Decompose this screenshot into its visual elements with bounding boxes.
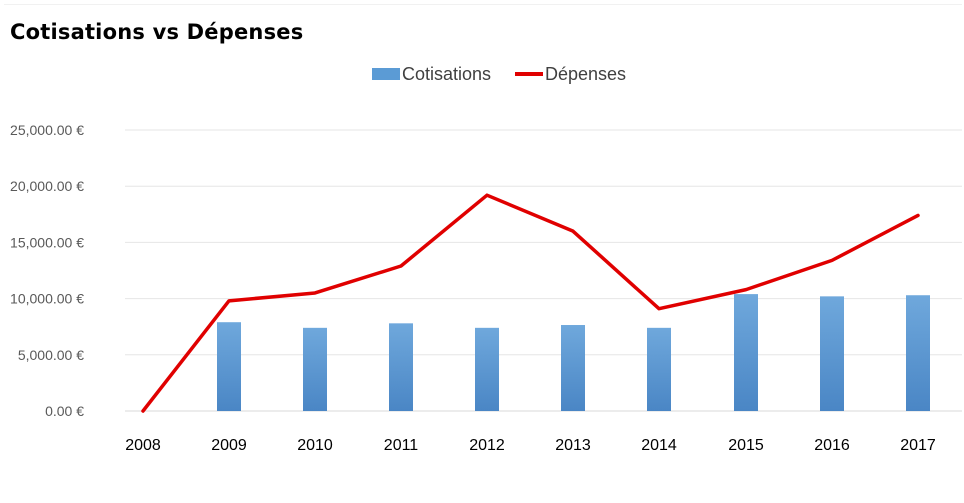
x-tick-label: 2012 [469, 437, 505, 454]
x-tick-label: 2014 [641, 437, 677, 454]
x-tick-label: 2011 [384, 437, 419, 454]
line-series-depenses [141, 193, 920, 413]
legend-item-depenses: Dépenses [515, 62, 626, 86]
chart-title: Cotisations vs Dépenses [10, 20, 304, 44]
bar-cotisations-2017 [906, 295, 930, 411]
x-tick-label: 2008 [125, 437, 161, 454]
y-tick-label: 15,000.00 € [10, 234, 84, 250]
y-tick-label: 10,000.00 € [10, 291, 84, 307]
legend-swatch-depenses [515, 72, 543, 76]
gridlines [125, 129, 962, 412]
bar-cotisations-2011 [389, 323, 413, 411]
x-tick-label: 2010 [297, 437, 333, 454]
x-tick-label: 2013 [555, 437, 591, 454]
bar-cotisations-2016 [820, 296, 844, 411]
x-axis-ticks: 2008 2009 2010 2011 2012 2013 2014 2015 2016 2017 [125, 437, 936, 454]
bar-series-cotisations [217, 294, 930, 411]
legend-swatch-cotisations [372, 68, 400, 80]
y-tick-label: 0.00 € [45, 403, 84, 419]
legend-label-cotisations: Cotisations [402, 63, 492, 84]
y-tick-label: 20,000.00 € [10, 178, 84, 194]
chart-frame [4, 4, 962, 500]
y-tick-label: 5,000.00 € [18, 347, 84, 363]
legend-label-depenses: Dépenses [545, 63, 627, 84]
bar-cotisations-2010 [303, 327, 327, 411]
x-tick-label: 2016 [814, 437, 850, 454]
legend: Cotisations Dépenses [0, 62, 964, 86]
x-tick-label: 2017 [900, 437, 936, 454]
bar-cotisations-2012 [475, 327, 499, 411]
bar-cotisations-2014 [647, 327, 671, 411]
x-tick-label: 2009 [211, 437, 247, 454]
y-axis-ticks: 0.00 € 5,000.00 € 10,000.00 € 15,000.00 € 20… [10, 122, 84, 419]
bar-cotisations-2015 [734, 294, 758, 411]
bar-cotisations-2013 [561, 325, 585, 411]
bar-cotisations-2009 [217, 322, 241, 411]
line-depenses [141, 193, 920, 413]
x-tick-label: 2015 [728, 437, 764, 454]
y-tick-label: 25,000.00 € [10, 122, 84, 138]
legend-item-cotisations: Cotisations [372, 62, 491, 86]
